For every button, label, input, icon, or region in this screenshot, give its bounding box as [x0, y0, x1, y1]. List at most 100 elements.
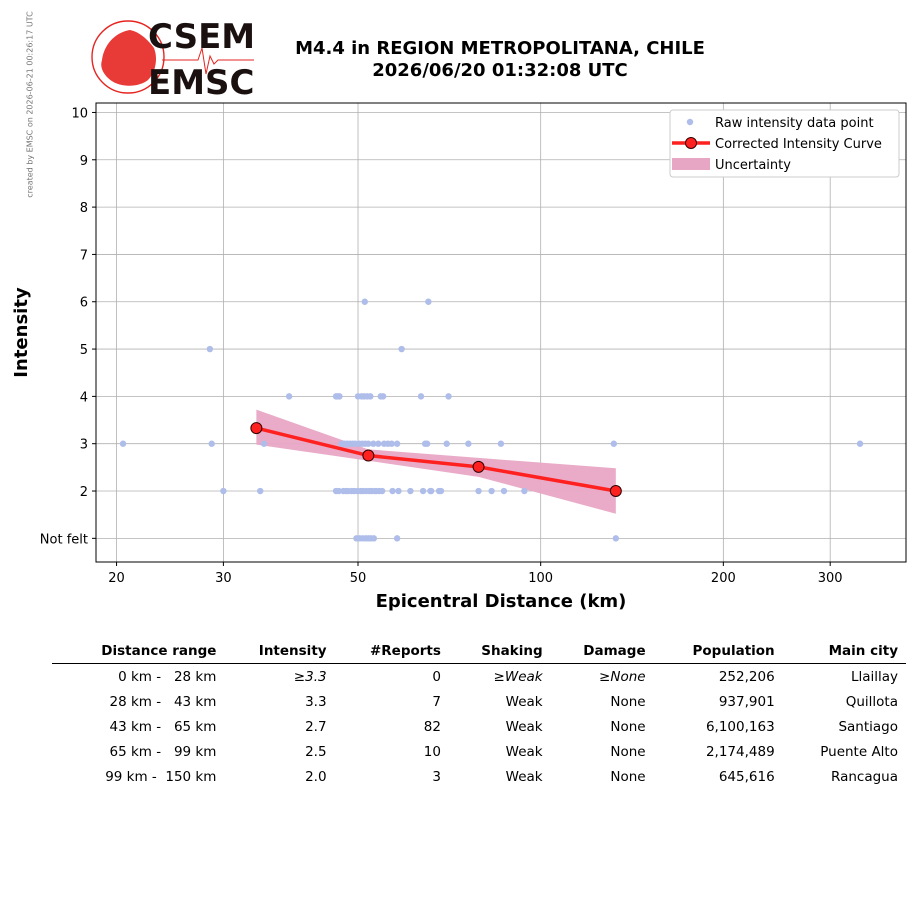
title-line-2: 2026/06/20 01:32:08 UTC [372, 60, 628, 81]
corrected-curve-line [255, 426, 617, 493]
legend-entry: Uncertainty [715, 158, 791, 173]
raw-data-point [417, 393, 425, 400]
table-cell: None [610, 718, 646, 735]
csem-emsc-logo: CSEM EMSC [91, 18, 255, 98]
table-header-cell: Main city [782, 640, 906, 664]
raw-data-point [119, 440, 127, 447]
table-header-row: Distance range Intensity #Reports Shaking Da… [52, 640, 906, 664]
legend-uncertainty-swatch [672, 158, 710, 170]
table-cell: 6,100,163 [705, 718, 775, 735]
table-cell: Rancagua [830, 768, 898, 785]
raw-data-point [361, 298, 368, 305]
table-header-cell: #Reports [334, 640, 449, 664]
table-row: 28 km - 43 km 3.3 7 Weak None 937,901 Quillota [52, 689, 906, 714]
raw-data-point [475, 487, 482, 495]
raw-data-point [379, 393, 387, 400]
x-tick-label: 300 [818, 571, 843, 586]
raw-data-point [393, 440, 401, 447]
table-cell: 99 km - 150 km [105, 768, 217, 785]
table-header-cell: Distance range [52, 640, 225, 664]
table-cell: 65 km - 99 km [109, 743, 217, 760]
seismogram-icon [162, 47, 254, 75]
chart-title: M4.4 in REGION METROPOLITANA, CHILE 2026… [270, 38, 730, 82]
x-tick-label: 200 [711, 571, 736, 586]
curve-marker [362, 449, 375, 462]
x-tick-label: 50 [350, 571, 367, 586]
raw-data-point [497, 440, 505, 447]
table-cell: 2.7 [305, 718, 327, 735]
raw-data-point [367, 393, 374, 400]
table-cell: 2.5 [305, 743, 327, 760]
table-cell: Quillota [845, 693, 898, 710]
table-cell: ≥3.3 [293, 668, 327, 685]
raw-data-point [220, 487, 227, 495]
chart-legend: Raw intensity data point Corrected Intens… [669, 109, 900, 178]
raw-data-point [206, 345, 214, 353]
table-cell: 3.3 [305, 693, 327, 710]
raw-data-point [610, 440, 618, 447]
table-cell: 0 km - 28 km [118, 668, 217, 685]
legend-entry: Corrected Intensity Curve [715, 137, 882, 152]
table-cell: 937,901 [718, 693, 775, 710]
x-tick-label: 20 [108, 571, 125, 586]
y-tick-label: 10 [71, 106, 88, 121]
y-tick-label: 4 [80, 390, 88, 405]
table-row: 43 km - 65 km 2.7 82 Weak None 6,100,163 Santi… [52, 714, 906, 739]
y-tick-label: Not felt [40, 532, 88, 547]
raw-data-point [500, 487, 508, 495]
table-header-cell: Population [653, 640, 783, 664]
table-cell: 645,616 [718, 768, 775, 785]
table-row: 99 km - 150 km 2.0 3 Weak None 645,616 Rancagu… [52, 764, 906, 789]
table-cell: 252,206 [718, 668, 775, 685]
table-header-cell: Damage [550, 640, 654, 664]
table-cell: 2,174,489 [705, 743, 775, 760]
y-tick-label: 8 [80, 201, 88, 216]
table-cell: 3 [432, 768, 441, 785]
x-tick-label: 30 [215, 571, 232, 586]
table-cell: 2.0 [305, 768, 327, 785]
legend-entry: Raw intensity data point [715, 116, 874, 131]
table-cell: Puente Alto [820, 743, 898, 760]
raw-data-point [856, 440, 864, 447]
y-tick-label: 2 [80, 485, 88, 500]
table-header-cell: Shaking [448, 640, 551, 664]
raw-data-point [378, 487, 386, 495]
raw-data-point [488, 487, 495, 495]
raw-data-point [285, 393, 293, 400]
y-tick-label: 7 [80, 248, 88, 263]
logo-text-bottom: EMSC [148, 63, 255, 98]
raw-data-point [612, 535, 620, 542]
table-body: 0 km - 28 km ≥3.3 0 ≥Weak ≥None 252,206 Llaill… [52, 664, 906, 790]
table-cell: None [610, 693, 646, 710]
table-cell: 0 [432, 668, 441, 685]
logo-text-top: CSEM [148, 18, 255, 57]
y-tick-label: 6 [80, 296, 88, 311]
raw-data-point [257, 487, 264, 495]
raw-data-point [445, 393, 452, 400]
table-cell: Llaillay [850, 668, 898, 685]
raw-data-point [521, 487, 528, 495]
raw-data-point [260, 440, 268, 447]
raw-data-point [423, 440, 431, 447]
globe-logo-icon [91, 20, 165, 94]
raw-data-point [388, 440, 395, 447]
raw-data-point [208, 440, 215, 447]
table-cell: Weak [505, 768, 543, 785]
raw-data-point [395, 487, 402, 495]
raw-data-point [375, 440, 382, 447]
raw-data-point [335, 487, 343, 495]
raw-data-point [370, 535, 378, 542]
y-tick-label: 5 [80, 343, 88, 358]
table-cell: None [610, 743, 646, 760]
legend-raw-swatch [686, 118, 694, 126]
raw-data-point [437, 487, 445, 495]
table-cell: 82 [423, 718, 441, 735]
table-cell: ≥Weak [493, 668, 543, 685]
title-line-1: M4.4 in REGION METROPOLITANA, CHILE [295, 38, 705, 59]
table-cell: 43 km - 65 km [109, 718, 217, 735]
table-cell: Santiago [838, 718, 898, 735]
table-row: 0 km - 28 km ≥3.3 0 ≥Weak ≥None 252,206 Llaill… [52, 664, 906, 690]
curve-marker [609, 485, 622, 498]
table-cell: 7 [432, 693, 441, 710]
raw-data-point [427, 487, 435, 495]
